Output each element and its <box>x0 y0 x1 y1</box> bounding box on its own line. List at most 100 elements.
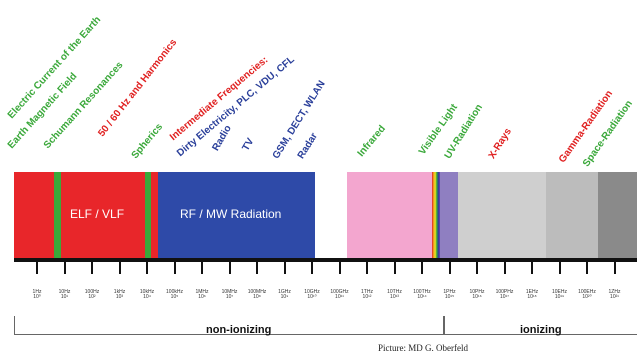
axis-tick <box>283 262 286 274</box>
frequency-exponent: 10⁰ <box>33 294 41 300</box>
band-xray <box>458 172 546 258</box>
frequency-value: 100PHz <box>495 289 514 295</box>
axis-tick <box>366 262 368 274</box>
frequency-label: 100kHz 10⁵ <box>162 290 188 300</box>
frequency-label: 1Hz 10⁰ <box>24 290 50 300</box>
frequency-label: 1THz 10¹² <box>354 290 380 300</box>
frequency-label: 1ZHz 10²¹ <box>602 290 628 300</box>
frequency-exponent: 10¹³ <box>390 294 399 300</box>
non-ionizing-label: non-ionizing <box>206 324 272 336</box>
frequency-label: 10Hz 10¹ <box>52 290 78 300</box>
axis-tick <box>201 262 203 274</box>
frequency-value: 1Hz <box>32 289 42 295</box>
frequency-label: 10PHz 10¹⁶ <box>464 290 490 300</box>
axis-tick <box>393 262 396 274</box>
frequency-value: 100kHz <box>166 289 183 295</box>
axis-tick <box>338 262 341 274</box>
band-gamma-dark <box>598 172 637 258</box>
frequency-value: 10Hz <box>58 289 71 295</box>
frequency-label: 100GHz 10¹¹ <box>327 290 353 300</box>
frequency-value: 100MHz <box>247 289 267 295</box>
band-infrared <box>347 172 432 258</box>
axis-tick <box>256 262 258 274</box>
frequency-value: 1GHz <box>278 289 291 295</box>
frequency-label: 10GHz 10¹⁰ <box>299 290 325 300</box>
ionizing-bracket <box>444 316 637 335</box>
frequency-label: 1kHz 10³ <box>107 290 133 300</box>
frequency-exponent: 10¹⁰ <box>307 294 317 300</box>
frequency-exponent: 10²⁰ <box>582 294 592 300</box>
axis-tick <box>531 262 533 274</box>
frequency-label: 100MHz 10⁸ <box>244 290 270 300</box>
frequency-value: 100Hz <box>84 289 100 295</box>
frequency-exponent: 10¹ <box>60 294 69 300</box>
frequency-label: 10kHz 10⁴ <box>134 290 160 300</box>
frequency-value: 1MHz <box>195 289 209 295</box>
label-space-radiation: Space-Radiation <box>580 98 635 169</box>
label-intermediate-frequencies: Intermediate Frequencies: <box>167 54 271 143</box>
axis-tick <box>448 262 451 274</box>
ionizing-label: ionizing <box>520 324 562 336</box>
frequency-exponent: 10⁵ <box>170 294 179 300</box>
axis-tick <box>118 262 121 274</box>
axis-tick <box>613 262 616 274</box>
frequency-exponent: 10⁹ <box>280 294 289 300</box>
picture-credit: Picture: MD G. Oberfeld <box>378 343 468 353</box>
axis-tick <box>36 262 38 274</box>
axis-tick <box>228 262 231 274</box>
frequency-exponent: 10⁸ <box>253 294 261 300</box>
frequency-label: 100EHz 10²⁰ <box>574 290 600 300</box>
stripe-schumann <box>54 172 61 258</box>
frequency-value: 1ZHz <box>608 289 621 295</box>
axis-tick <box>146 262 148 274</box>
frequency-exponent: 10¹⁵ <box>444 294 455 300</box>
frequency-label: 1EHz 10¹⁸ <box>519 290 545 300</box>
band-rf-label: RF / MW Radiation <box>180 207 282 221</box>
frequency-value: 10kHz <box>139 289 155 295</box>
label-radar: Radar <box>295 131 321 161</box>
frequency-exponent: 10² <box>88 294 96 300</box>
frequency-value: 10PHz <box>469 289 485 295</box>
frequency-value: 100THz <box>413 289 431 295</box>
frequency-exponent: 10⁴ <box>143 294 151 300</box>
frequency-value: 1PHz <box>443 289 456 295</box>
frequency-exponent: 10⁶ <box>198 294 206 300</box>
label-tv: TV <box>240 136 257 153</box>
frequency-label: 1MHz 10⁶ <box>189 290 215 300</box>
label-infrared: Infrared <box>355 123 388 159</box>
frequency-value: 10GHz <box>304 289 320 295</box>
band-rf-mw <box>158 172 315 258</box>
axis-tick <box>503 262 506 274</box>
frequency-exponent: 10¹⁶ <box>472 294 482 300</box>
frequency-value: 100EHz <box>578 289 596 295</box>
band-gamma-light <box>546 172 598 258</box>
frequency-exponent: 10⁷ <box>225 294 234 300</box>
axis-tick <box>311 262 313 274</box>
label-spherics: Spherics <box>129 121 166 161</box>
frequency-label: 100PHz 10¹⁷ <box>492 290 518 300</box>
frequency-exponent: 10¹⁴ <box>417 294 427 300</box>
band-elf-label: ELF / VLF <box>70 207 125 221</box>
frequency-label: 100THz 10¹⁴ <box>409 290 435 300</box>
frequency-value: 1EHz <box>525 289 539 295</box>
axis-tick <box>586 262 588 274</box>
frequency-label: 10EHz 10¹⁹ <box>547 290 573 300</box>
frequency-label: 1GHz 10⁹ <box>272 290 298 300</box>
frequency-value: 10THz <box>387 289 402 295</box>
frequency-value: 1THz <box>361 289 373 295</box>
frequency-value: 1kHz <box>113 289 126 295</box>
axis-tick <box>63 262 66 274</box>
label-x-rays: X-Rays <box>486 126 514 161</box>
frequency-value: 10MHz <box>221 289 238 295</box>
frequency-exponent: 10²¹ <box>610 294 619 300</box>
frequency-value: 10EHz <box>551 289 567 295</box>
axis-tick <box>173 262 176 274</box>
frequency-label: 1PHz 10¹⁵ <box>437 290 463 300</box>
frequency-label: 10MHz 10⁷ <box>217 290 243 300</box>
frequency-exponent: 10¹⁹ <box>554 294 565 300</box>
frequency-exponent: 10¹⁸ <box>527 294 537 300</box>
band-elf-vlf <box>14 172 158 258</box>
frequency-label: 100Hz 10² <box>79 290 105 300</box>
frequency-label: 10THz 10¹³ <box>382 290 408 300</box>
